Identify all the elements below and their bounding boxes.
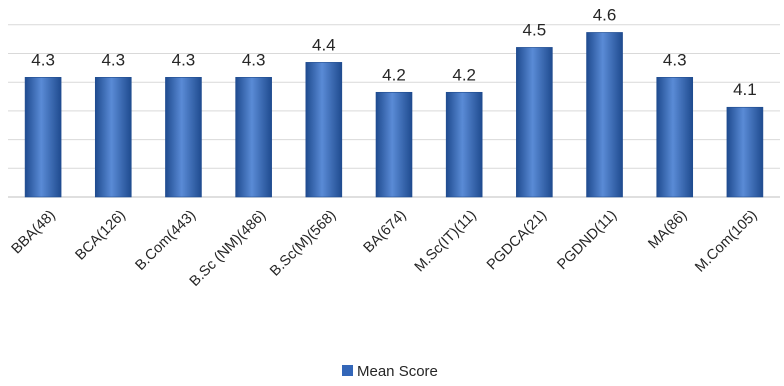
x-tick-label: PGDND(11): [554, 207, 620, 273]
bar: [24, 77, 62, 198]
legend-label: Mean Score: [357, 363, 438, 380]
bars: [24, 32, 764, 198]
x-tick-label: B.Sc(M)(568): [267, 207, 339, 279]
legend-swatch: [342, 365, 353, 376]
x-tick-label: PGDCA(21): [484, 207, 550, 273]
data-label: 4.3: [101, 50, 125, 69]
bar: [305, 62, 343, 198]
data-label: 4.3: [172, 50, 196, 69]
bar: [726, 106, 764, 198]
bar: [586, 32, 623, 198]
bar: [656, 77, 694, 198]
data-label: 4.3: [31, 50, 55, 69]
x-tick-label: BBA(48): [9, 207, 59, 257]
data-label: 4.3: [663, 50, 687, 69]
data-labels: 4.3 4.3 4.3 4.3 4.4 4.2 4.2 4.5 4.6 4.3 4.1: [31, 5, 756, 99]
x-tick-label: B.Com(443): [132, 207, 199, 274]
x-tick-label: MA(86): [645, 207, 690, 252]
data-label: 4.1: [733, 80, 757, 99]
data-label: 4.2: [382, 65, 406, 84]
x-tick-label: BCA(126): [73, 207, 129, 263]
bar: [516, 47, 553, 198]
x-tick-label: B.Sc (NM)(486): [187, 207, 270, 290]
x-tick-label: BA(674): [361, 207, 410, 256]
bar: [375, 91, 413, 198]
bar: [165, 77, 202, 198]
x-tick-labels: BBA(48) BCA(126) B.Com(443)B.Sc (NM)(486)B…: [9, 207, 761, 290]
data-label: 4.3: [242, 50, 266, 69]
legend: Mean Score: [342, 363, 438, 380]
x-tick-label: M.Sc(IT)(11): [412, 207, 480, 275]
data-label: 4.6: [593, 5, 617, 24]
data-label: 4.4: [312, 35, 336, 54]
bar: [445, 91, 483, 198]
bar: [94, 77, 132, 198]
data-label: 4.5: [523, 20, 547, 39]
data-label: 4.2: [452, 65, 476, 84]
bar: [235, 77, 272, 198]
x-tick-label: M.Com(105): [692, 207, 760, 275]
